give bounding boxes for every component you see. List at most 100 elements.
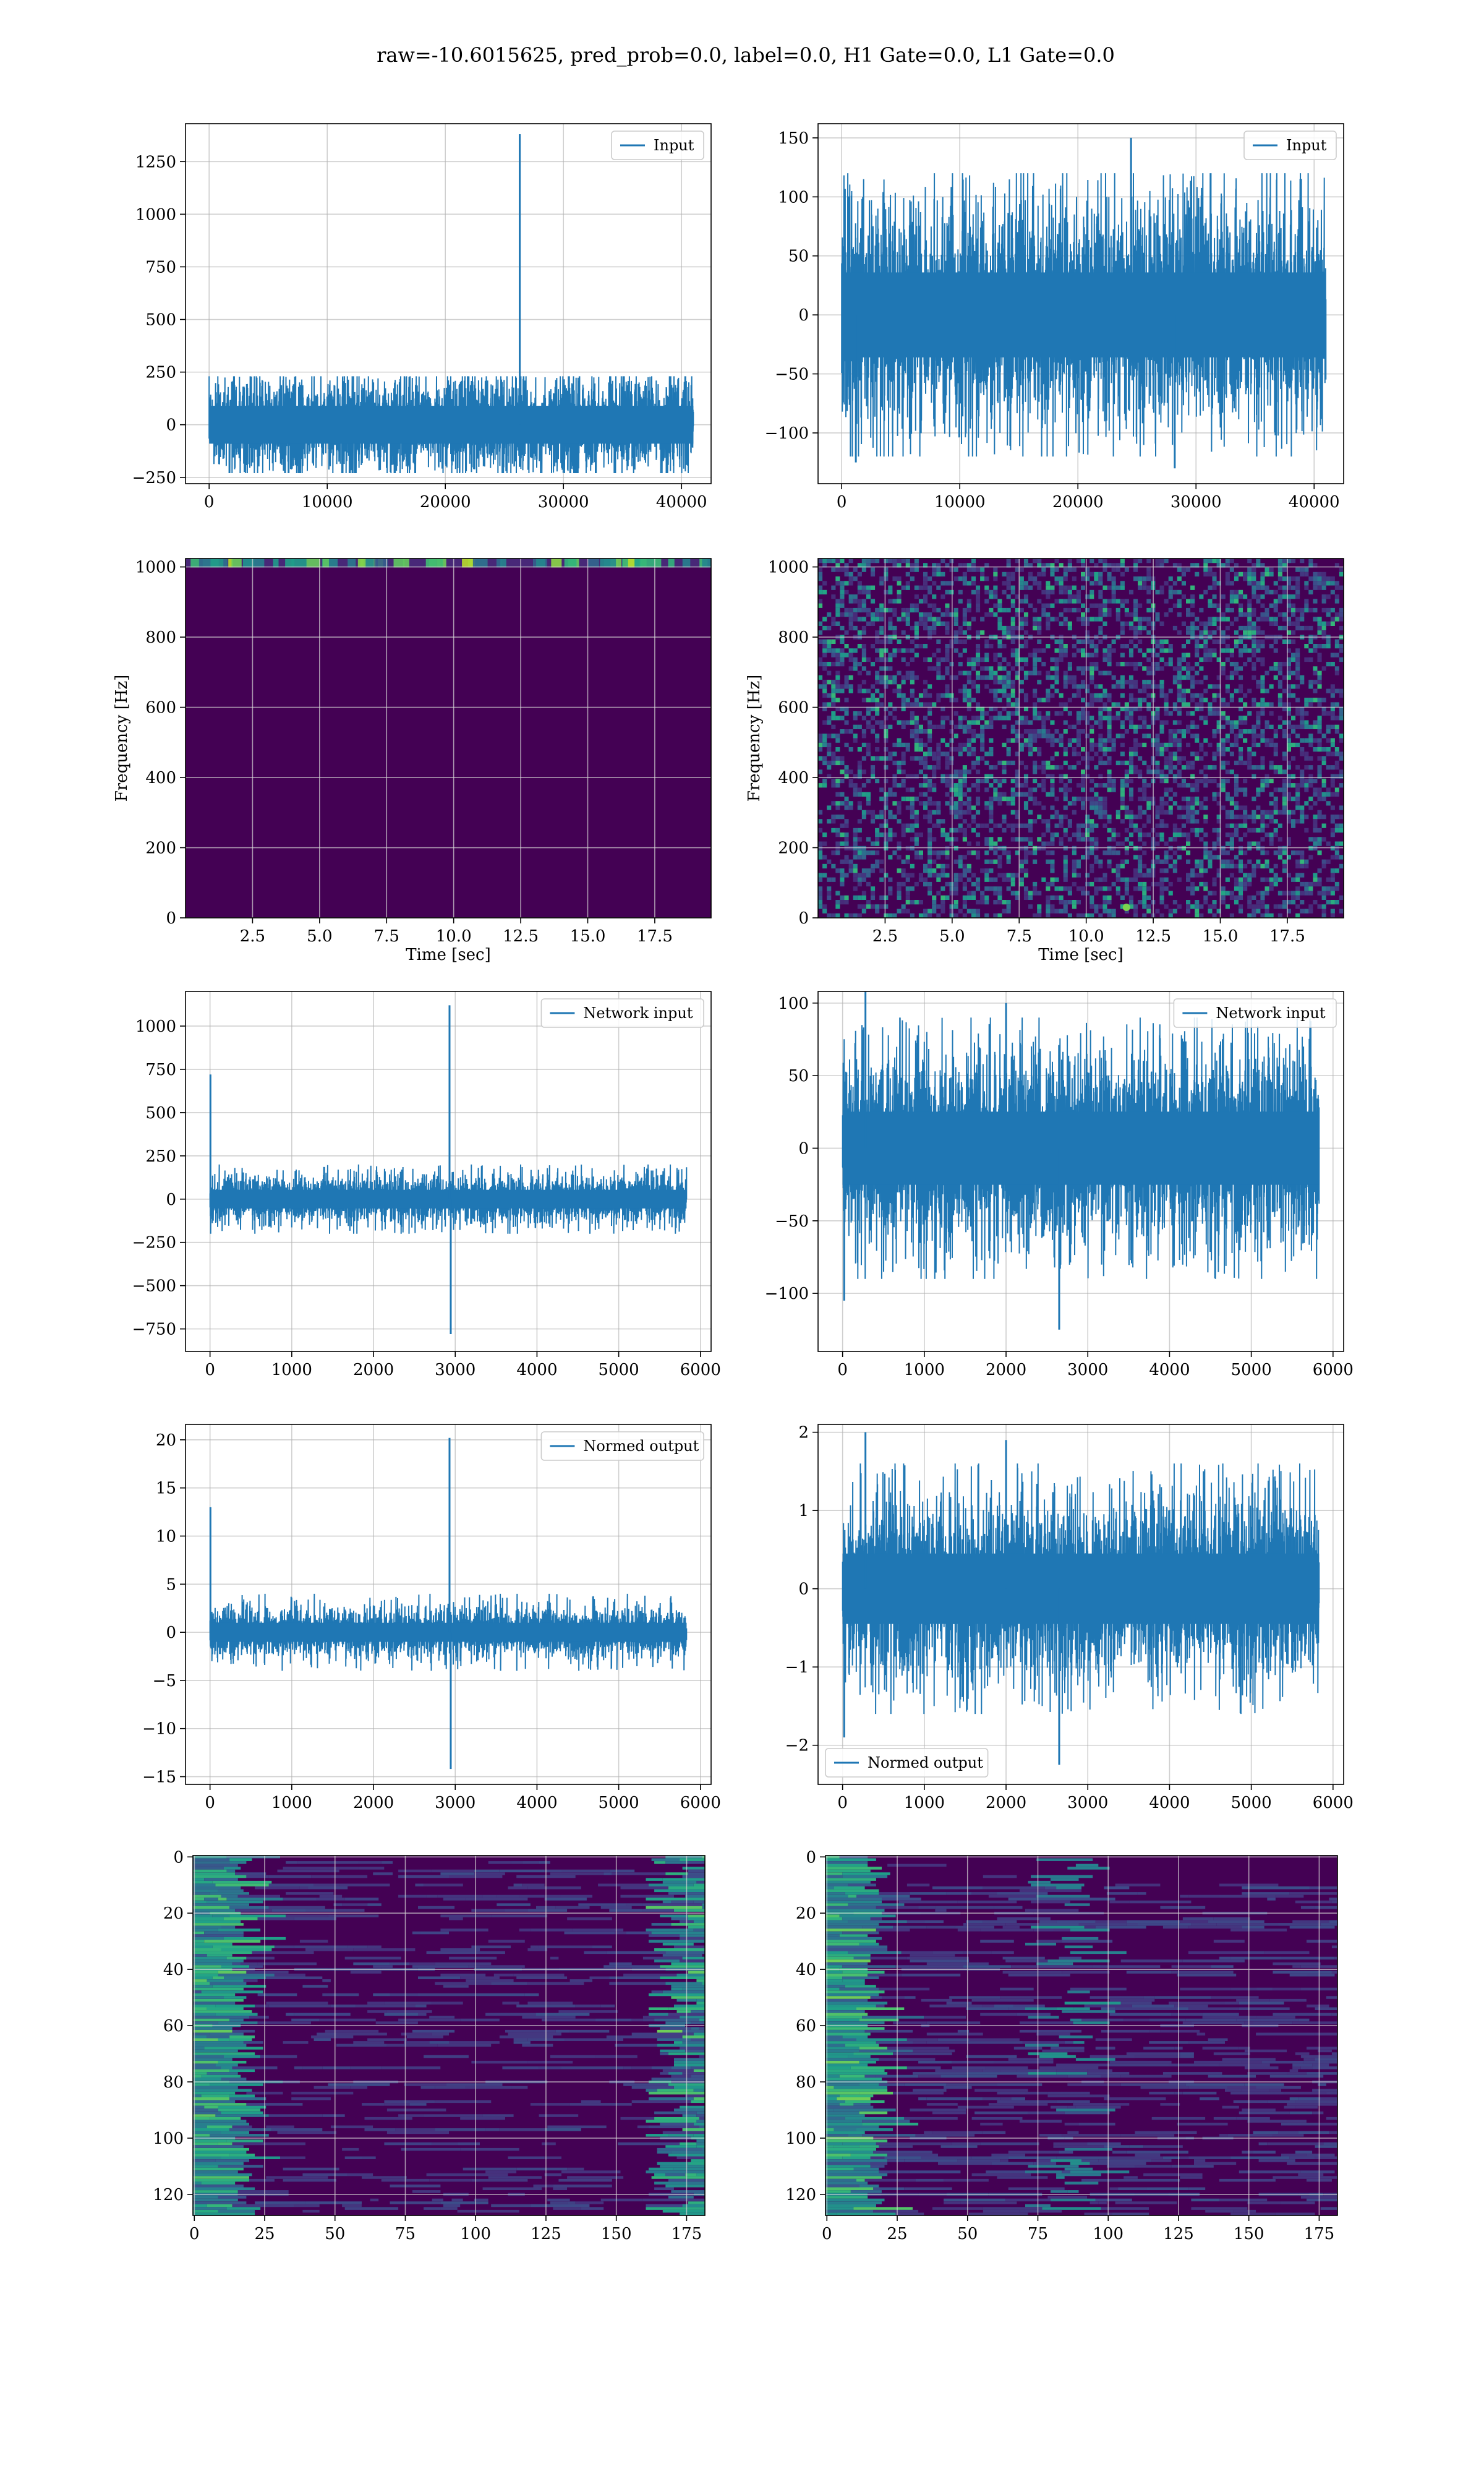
heatmap-cell [1277, 877, 1282, 882]
heatmap-cell [1120, 581, 1125, 586]
heatmap-cell [822, 734, 827, 738]
heatmap-cell [835, 833, 840, 837]
heatmap-cell [357, 559, 366, 568]
heatmap-cell [1019, 621, 1024, 626]
heatmap-cell [1094, 648, 1099, 653]
heatmap-cell [1019, 680, 1024, 685]
heatmap-cell [953, 805, 958, 810]
heatmap-cell [1085, 607, 1090, 613]
heatmap-cell [193, 1909, 236, 1912]
heatmap-cell [901, 909, 906, 914]
heatmap-cell [971, 815, 976, 820]
heatmap-cell [527, 1948, 548, 1951]
heatmap-cell [993, 675, 998, 680]
heatmap-cell [1054, 833, 1059, 837]
heatmap-cell [918, 612, 923, 617]
heatmap-cell [1239, 909, 1243, 914]
heatmap-cell [1033, 850, 1038, 855]
heatmap-cell [1050, 833, 1055, 837]
heatmap-cell [1229, 724, 1234, 729]
heatmap-cell [1120, 720, 1125, 725]
heatmap-cell [835, 778, 840, 784]
heatmap-cell [927, 873, 932, 878]
heatmap-cell [1085, 855, 1090, 860]
heatmap-cell [1159, 639, 1164, 644]
heatmap-cell [879, 630, 884, 635]
heatmap-cell [884, 747, 889, 752]
heatmap-cell [1107, 900, 1112, 905]
heatmap-cell [993, 706, 998, 711]
heatmap-cell [932, 630, 937, 635]
heatmap-cell [1133, 607, 1138, 613]
heatmap-cell [1247, 845, 1252, 851]
heatmap-cell [892, 913, 897, 918]
heatmap-cell [1286, 559, 1291, 563]
heatmap-cell [1019, 845, 1024, 851]
heatmap-cell [1247, 607, 1252, 613]
heatmap-cell [962, 900, 967, 905]
heatmap-cell [1247, 711, 1252, 716]
heatmap-cell [1081, 612, 1086, 617]
heatmap-cell [1155, 559, 1160, 563]
heatmap-cell [966, 796, 971, 802]
heatmap-cell [1177, 612, 1182, 617]
heatmap-cell [932, 873, 937, 878]
heatmap-cell [989, 607, 994, 613]
heatmap-cell [1041, 567, 1046, 572]
heatmap-cell [1247, 828, 1252, 833]
heatmap-cell [1277, 716, 1282, 721]
heatmap-cell [1264, 863, 1269, 869]
heatmap-cell [1330, 815, 1335, 820]
heatmap-cell [1252, 571, 1256, 577]
heatmap-cell [997, 796, 1002, 802]
heatmap-cell [1085, 796, 1090, 802]
heatmap-cell [1264, 909, 1269, 914]
heatmap-cell [1006, 680, 1011, 685]
heatmap-cell [1142, 698, 1147, 703]
y-tick-label: 1000 [135, 1017, 176, 1036]
heatmap-cell [1313, 873, 1318, 878]
heatmap-cell [1221, 639, 1226, 644]
heatmap-cell [1295, 657, 1300, 662]
heatmap-cell [1050, 774, 1055, 779]
heatmap-cell [1229, 841, 1234, 846]
heatmap-cell [193, 1900, 207, 1904]
heatmap-cell [1138, 845, 1143, 851]
heatmap-cell [976, 585, 981, 590]
heatmap-cell [1172, 828, 1177, 833]
heatmap-cell [1273, 621, 1278, 626]
heatmap-cell [1085, 567, 1090, 572]
heatmap-cell [1059, 612, 1064, 617]
heatmap-cell [1063, 792, 1068, 797]
heatmap-cell [1063, 886, 1068, 891]
heatmap-cell [844, 581, 849, 586]
heatmap-cell [1203, 841, 1208, 846]
heatmap-cell [953, 747, 958, 752]
heatmap-cell [945, 765, 950, 770]
heatmap-cell [1006, 670, 1011, 675]
heatmap-cell [1128, 648, 1133, 653]
heatmap-cell [962, 670, 967, 675]
heatmap-cell [1063, 567, 1068, 572]
heatmap-cell [1155, 742, 1160, 748]
heatmap-cell [818, 684, 823, 689]
heatmap-cell [835, 904, 840, 909]
heatmap-cell [1002, 850, 1007, 855]
heatmap-cell [822, 855, 827, 860]
heatmap-cell [848, 581, 853, 586]
heatmap-cell [976, 796, 981, 802]
heatmap-cell [1090, 680, 1094, 685]
heatmap-cell [840, 877, 845, 882]
heatmap-cell [844, 706, 849, 711]
heatmap-cell [1002, 724, 1007, 729]
heatmap-cell [435, 1962, 492, 1966]
heatmap-cell [844, 589, 849, 595]
heatmap-cell [905, 796, 910, 802]
heatmap-cell [923, 792, 928, 797]
heatmap-cell [1225, 760, 1230, 766]
heatmap-cell [1190, 796, 1195, 802]
heatmap-cell [879, 657, 884, 662]
legend: Network input [1173, 998, 1337, 1028]
heatmap-cell [927, 738, 932, 743]
heatmap-cell [1286, 855, 1291, 860]
